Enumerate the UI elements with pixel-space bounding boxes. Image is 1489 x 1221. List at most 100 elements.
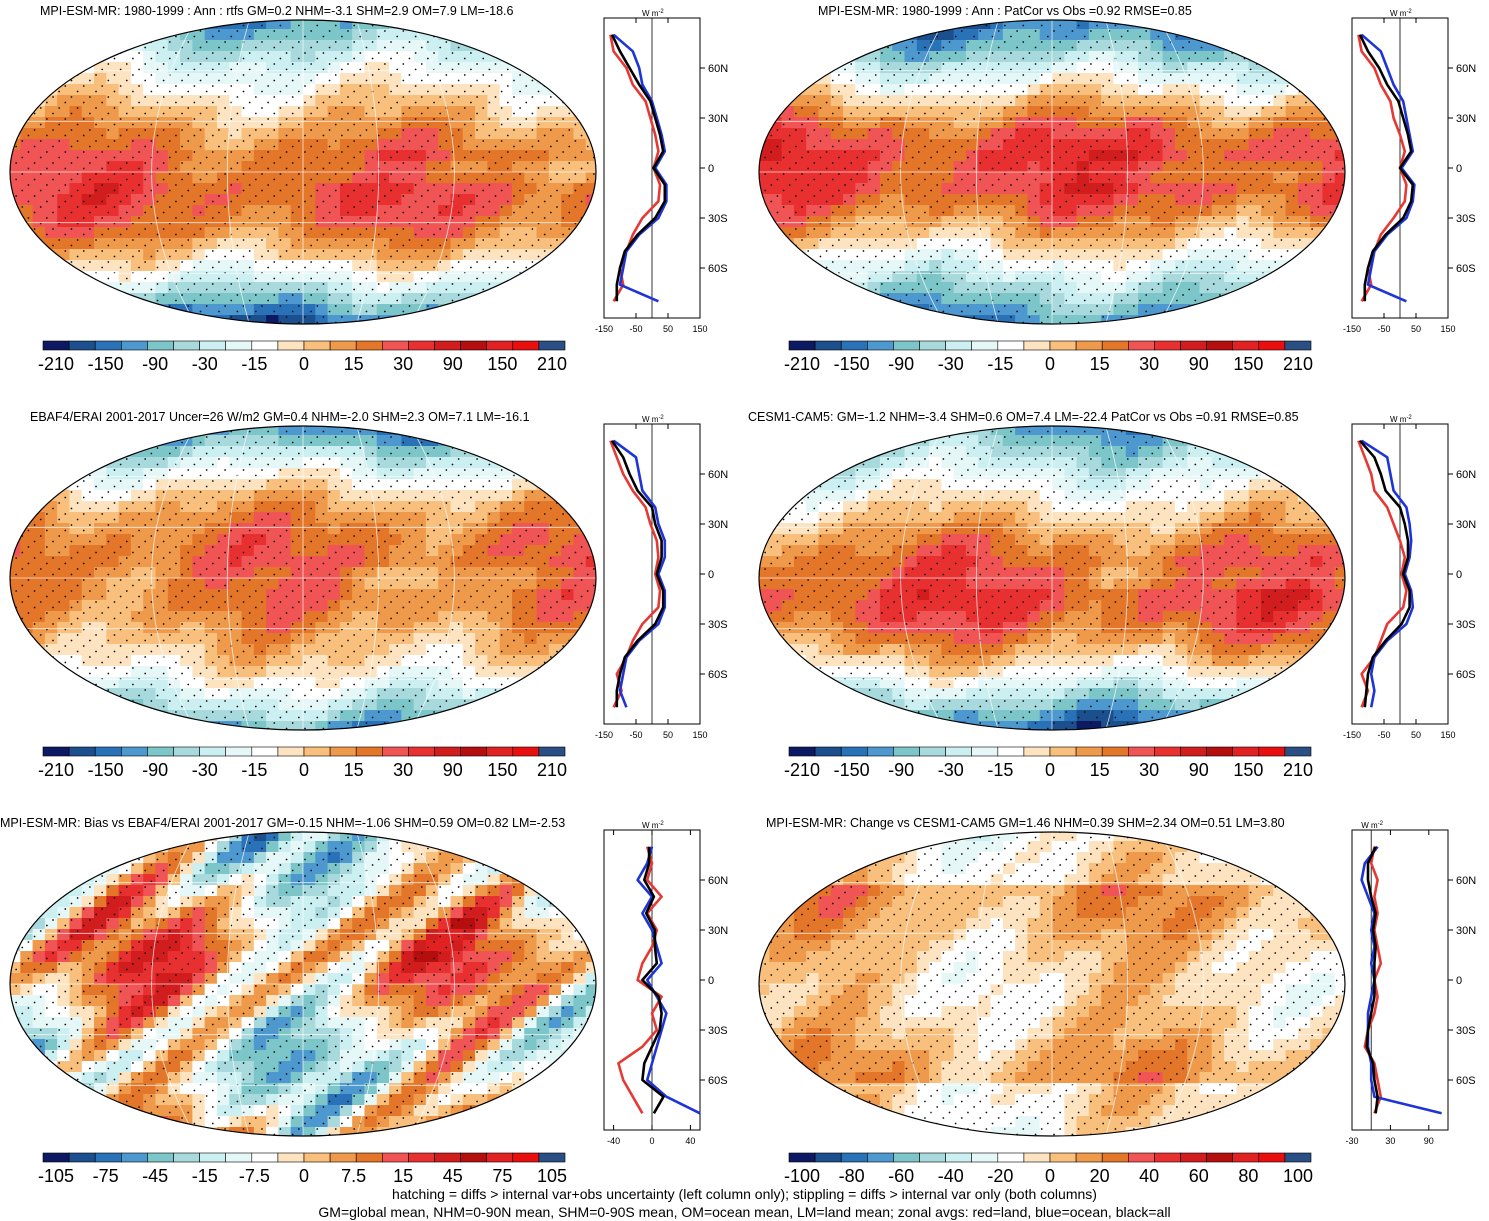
stipple-dot: [242, 123, 245, 126]
stipple-dot: [494, 178, 497, 181]
stipple-dot: [52, 277, 54, 280]
map-cell: [879, 183, 893, 195]
map-cell: [364, 172, 378, 184]
stipple-dot: [175, 68, 177, 71]
stipple-dot: [887, 30, 889, 32]
map-cell: [965, 227, 979, 239]
map-cell: [57, 84, 71, 96]
map-cell: [376, 117, 390, 129]
stipple-dot: [439, 195, 442, 197]
stipple-dot: [549, 79, 552, 82]
map-cell: [1187, 227, 1201, 239]
stipple-dot: [556, 74, 558, 76]
map-cell: [1297, 304, 1311, 316]
stipple-dot: [101, 299, 104, 302]
stipple-dot: [1077, 90, 1080, 93]
stipple-dot: [365, 145, 368, 148]
stipple-dot: [230, 217, 233, 219]
stipple-dot: [488, 68, 491, 71]
map-cell: [879, 227, 893, 239]
map-cell: [315, 194, 329, 206]
map-cell: [143, 304, 157, 316]
stipple-dot: [273, 178, 276, 181]
map-cell: [759, 216, 770, 228]
map-cell: [20, 29, 34, 41]
stipple-dot: [549, 211, 552, 214]
map-cell: [57, 271, 71, 283]
map-cell: [94, 139, 107, 151]
map-cell: [1150, 150, 1164, 162]
stipple-dot: [322, 167, 325, 170]
map-cell: [315, 227, 329, 239]
stipple-dot: [52, 244, 54, 247]
stipple-dot: [482, 41, 485, 43]
map-cell: [475, 282, 488, 294]
map-cell: [450, 29, 464, 41]
map-cell: [229, 84, 243, 96]
stipple-dot: [273, 79, 276, 82]
map-cell: [229, 128, 243, 140]
map-cell: [1174, 315, 1188, 324]
stipple-dot: [856, 24, 859, 27]
map-cell: [892, 73, 906, 85]
stipple-dot: [304, 233, 306, 236]
stipple-dot: [513, 261, 515, 263]
map-cell: [1088, 117, 1102, 129]
stipple-dot: [328, 211, 331, 214]
map-cell: [118, 315, 132, 324]
map-cell: [1101, 95, 1115, 107]
stipple-dot: [396, 167, 399, 170]
map-cell: [793, 128, 807, 140]
map-cell: [216, 128, 230, 140]
map-cell: [266, 29, 280, 41]
map-cell: [425, 293, 439, 305]
stipple-dot: [15, 112, 18, 115]
map-cell: [781, 293, 795, 305]
stipple-dot: [1225, 57, 1227, 60]
map-cell: [204, 29, 218, 41]
stipple-dot: [267, 68, 270, 71]
map-cell: [892, 315, 906, 324]
stipple-dot: [261, 90, 263, 93]
stipple-dot: [168, 288, 171, 291]
stipple-dot: [119, 283, 122, 285]
map-cell: [204, 205, 218, 217]
map-cell: [892, 238, 906, 250]
map-cell: [793, 29, 807, 41]
map-cell: [879, 84, 893, 96]
map-cell: [1211, 20, 1225, 30]
stipple-dot: [1126, 79, 1129, 82]
stipple-dot: [476, 228, 478, 230]
stipple-dot: [162, 277, 165, 280]
map-cell: [1310, 216, 1324, 228]
stipple-dot: [267, 283, 270, 285]
map-cell: [1076, 172, 1090, 184]
stipple-dot: [543, 68, 546, 71]
stipple-dot: [1077, 24, 1080, 27]
stipple-dot: [297, 107, 300, 109]
stipple-dot: [340, 52, 343, 54]
stipple-dot: [500, 90, 503, 93]
stipple-dot: [88, 145, 91, 148]
map-cell: [524, 183, 538, 195]
map-cell: [487, 271, 501, 283]
lat-tick-label: 60S: [708, 263, 728, 275]
map-cell: [10, 238, 21, 250]
stipple-dot: [439, 46, 442, 49]
stipple-dot: [402, 261, 405, 263]
map-cell: [806, 293, 820, 305]
stipple-dot: [334, 189, 337, 192]
map-cell: [1285, 271, 1299, 283]
map-cell: [155, 271, 169, 283]
map-cell: [1174, 84, 1188, 96]
stipple-dot: [267, 316, 270, 318]
stipple-dot: [33, 96, 36, 98]
map-cell: [327, 29, 341, 41]
stipple-dot: [1157, 85, 1160, 87]
stipple-dot: [334, 123, 337, 126]
stipple-dot: [488, 52, 491, 54]
map-cell: [941, 95, 955, 107]
stipple-dot: [267, 167, 270, 170]
map-cell: [81, 260, 95, 272]
stipple-dot: [457, 112, 460, 115]
